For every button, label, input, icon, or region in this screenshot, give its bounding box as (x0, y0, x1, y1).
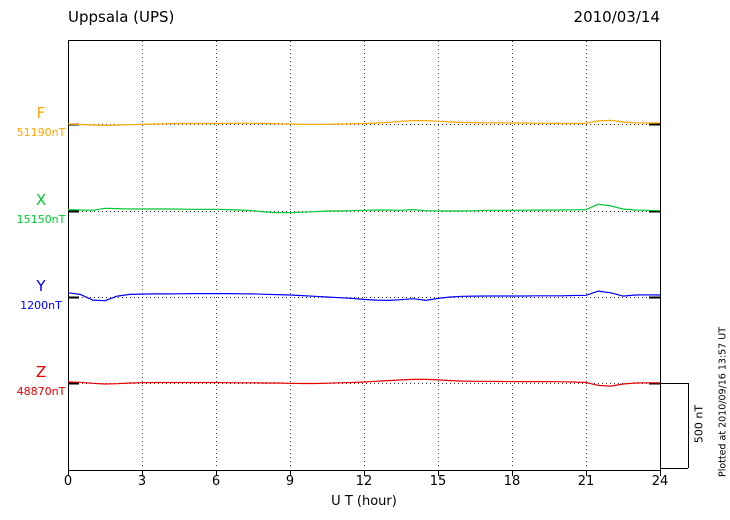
series-baseline-f: 51190nT (16, 125, 66, 139)
trace-x (67, 203, 661, 214)
x-tick-label: 9 (285, 474, 295, 489)
x-tick-label: 24 (651, 474, 669, 489)
series-baseline-z: 48870nT (16, 384, 66, 398)
series-label-x: X 15150nT (10, 191, 72, 226)
series-label-y: Y 1200nT (10, 277, 72, 312)
series-baseline-x: 15150nT (16, 212, 66, 226)
trace-z (67, 378, 660, 387)
trace-y (67, 290, 661, 302)
x-axis-label: U T (hour) (331, 494, 397, 509)
x-tick-label: 18 (503, 474, 521, 489)
x-tick-label: 15 (429, 474, 447, 489)
series-baseline-y: 1200nT (20, 298, 62, 312)
series-name-z: Z (35, 363, 47, 381)
series-name-x: X (35, 191, 47, 209)
x-tick-label: 3 (137, 474, 147, 489)
trace-f (67, 119, 660, 127)
x-tick-label: 12 (355, 474, 373, 489)
scale-bar-label: 500 nT (692, 404, 706, 444)
series-name-y: Y (36, 277, 46, 295)
plot-date: 2010/03/14 (573, 8, 660, 26)
x-tick-label: 21 (577, 474, 595, 489)
station-title: Uppsala (UPS) (68, 8, 175, 26)
series-label-f: F 51190nT (10, 104, 72, 139)
series-name-f: F (36, 104, 46, 122)
plotted-at-note: Plotted at 2010/09/16 13:57 UT (717, 326, 729, 478)
x-tick-label: 6 (211, 474, 221, 489)
x-tick-label: 0 (63, 474, 73, 489)
series-label-z: Z 48870nT (10, 363, 72, 398)
